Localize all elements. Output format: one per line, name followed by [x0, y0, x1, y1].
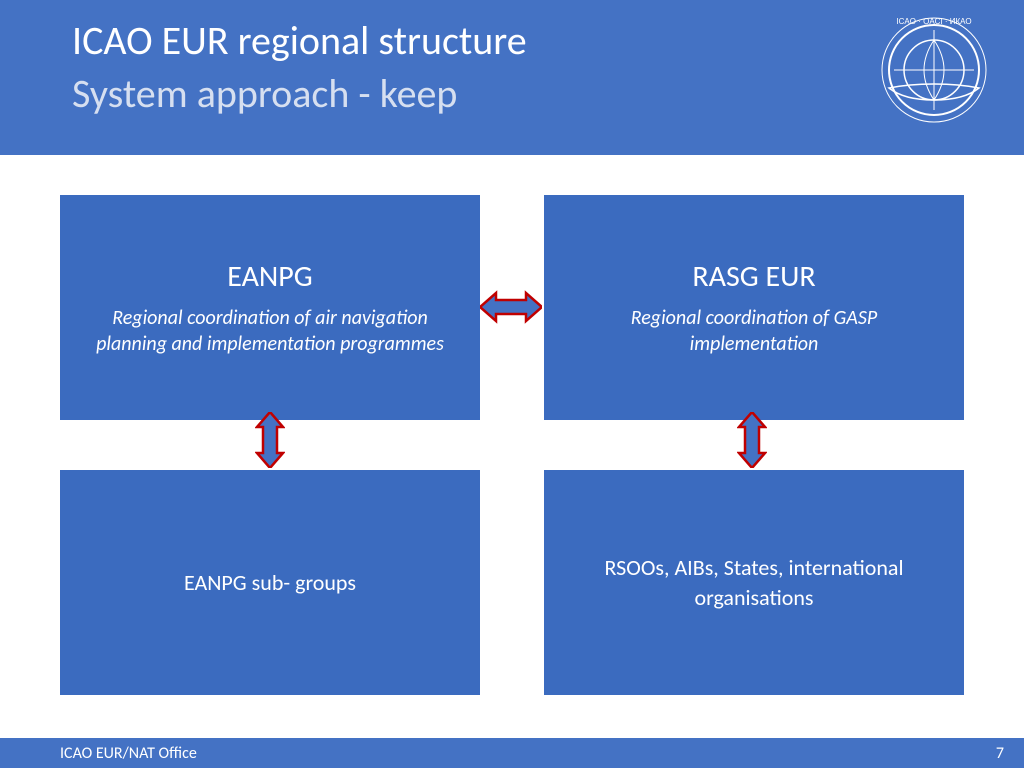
arrow-vertical-right-icon	[737, 412, 767, 468]
footer-left-text: ICAO EUR/NAT Office	[60, 744, 197, 763]
box-subgroups: EANPG sub- groups	[60, 470, 480, 695]
box-rasg: RASG EUR Regional coordination of GASP i…	[544, 195, 964, 420]
footer-page-number: 7	[996, 744, 1004, 763]
box-rsoos: RSOOs, AIBs, States, international organ…	[544, 470, 964, 695]
arrow-horizontal-icon	[480, 290, 542, 324]
diagram-area: EANPG Regional coordination of air navig…	[0, 155, 1024, 715]
icao-logo-icon: ICAO · OACI · ИКАО	[874, 10, 994, 130]
box-eanpg: EANPG Regional coordination of air navig…	[60, 195, 480, 420]
box-rasg-title: RASG EUR	[692, 258, 815, 295]
box-subgroups-label: EANPG sub- groups	[184, 568, 356, 598]
diagram-bottom-row: EANPG sub- groups RSOOs, AIBs, States, i…	[60, 470, 964, 695]
box-rasg-desc: Regional coordination of GASP implementa…	[572, 305, 936, 357]
arrow-vertical-left-icon	[255, 412, 285, 468]
box-rsoos-label: RSOOs, AIBs, States, international organ…	[572, 553, 936, 612]
box-eanpg-title: EANPG	[227, 258, 312, 295]
slide-header: ICAO EUR regional structure System appro…	[0, 0, 1024, 155]
box-eanpg-desc: Regional coordination of air navigation …	[88, 305, 452, 357]
slide-footer: ICAO EUR/NAT Office 7	[0, 738, 1024, 768]
svg-text:ICAO · OACI · ИКАО: ICAO · OACI · ИКАО	[896, 17, 971, 26]
